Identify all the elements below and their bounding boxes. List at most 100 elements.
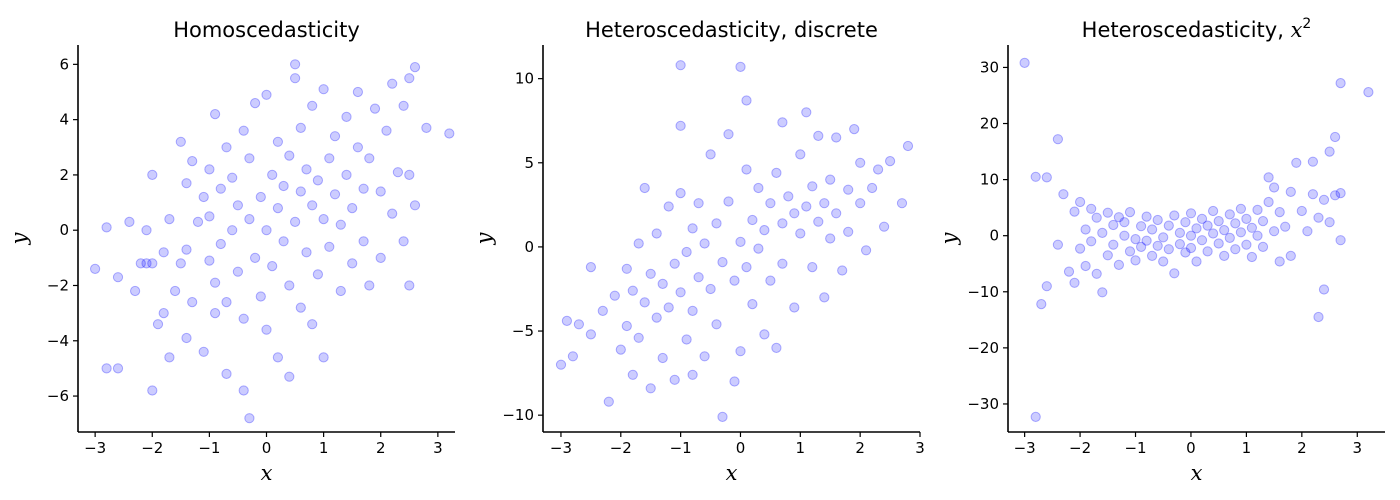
x-tick-label: −3	[550, 439, 572, 457]
chart-title: Homoscedasticity	[173, 18, 360, 42]
scatter-point	[1075, 196, 1086, 208]
scatter-point	[210, 109, 221, 120]
scatter-point	[723, 129, 734, 140]
scatter-point	[741, 95, 752, 106]
y-tick-label: −20	[967, 339, 999, 357]
scatter-point	[735, 61, 746, 73]
scatter-point	[1263, 172, 1274, 183]
scatter-point	[244, 214, 255, 225]
scatter-point	[221, 368, 232, 379]
scatter-point	[1307, 189, 1319, 200]
scatter-point	[267, 261, 278, 272]
scatter-point	[1130, 234, 1141, 245]
scatter-point	[1097, 227, 1108, 238]
x-tick-label: −2	[610, 439, 632, 457]
scatter-point	[1224, 232, 1235, 243]
scatter-point	[335, 219, 346, 230]
scatter-point	[1069, 206, 1080, 217]
scatter-point	[227, 172, 238, 183]
scatter-point	[627, 285, 638, 296]
scatter-point	[1163, 244, 1174, 255]
y-tick-label: 2	[59, 166, 69, 184]
scatter-point	[1063, 266, 1075, 277]
scatter-point	[352, 142, 363, 153]
scatter-point	[1241, 239, 1252, 250]
scatter-point	[705, 149, 716, 160]
scatter-point	[267, 169, 278, 180]
scatter-point	[364, 280, 375, 291]
scatter-point	[555, 359, 567, 370]
scatter-point	[147, 385, 158, 396]
scatter-point	[1069, 277, 1080, 288]
scatter-point	[573, 319, 585, 330]
scatter-point	[278, 180, 289, 192]
scatter-point	[301, 164, 312, 175]
scatter-point	[1119, 217, 1130, 228]
scatter-point	[1141, 235, 1152, 246]
scatter-point	[1119, 230, 1130, 241]
x-tick-label: 0	[262, 439, 272, 457]
y-axis-label: y	[937, 231, 961, 245]
scatter-point	[819, 198, 830, 209]
scatter-point	[795, 228, 806, 239]
scatter-point	[1108, 219, 1119, 231]
scatter-point	[621, 263, 632, 274]
scatter-point	[324, 153, 335, 164]
scatter-point	[364, 153, 375, 164]
scatter-point	[352, 86, 363, 98]
scatter-point	[198, 346, 209, 357]
scatter-point	[693, 198, 704, 209]
scatter-point	[250, 98, 261, 109]
scatter-point	[1075, 243, 1086, 254]
scatter-point	[204, 164, 215, 175]
scatter-point	[307, 100, 318, 111]
scatter-point	[711, 319, 722, 330]
scatter-point	[699, 351, 710, 362]
scatter-point	[855, 157, 866, 168]
scatter-point	[1086, 203, 1097, 214]
x-tick-label: 1	[319, 439, 329, 457]
x-tick-label: −2	[141, 439, 163, 457]
scatter-point	[1330, 131, 1341, 143]
scatter-point	[164, 352, 175, 363]
scatter-point	[651, 228, 662, 239]
panel-heteroscedasticity-x2: Heteroscedasticity, x2−3 −2 −1 0 1 2 3−30−20−1…	[937, 16, 1385, 485]
scatter-point	[272, 352, 283, 363]
scatter-point	[896, 198, 908, 209]
scatter-point	[1302, 226, 1313, 237]
scatter-point	[1052, 134, 1064, 145]
scatter-point	[312, 175, 323, 186]
scatter-point	[261, 225, 272, 236]
scatter-point	[284, 150, 295, 161]
scatter-point	[290, 73, 301, 84]
scatter-point	[1313, 311, 1324, 323]
scatter-point	[250, 252, 261, 263]
scatter-point	[295, 302, 306, 313]
scatter-point	[307, 319, 318, 330]
scatter-point	[1330, 190, 1341, 201]
scatter-point	[1169, 210, 1180, 221]
scatter-point	[735, 346, 746, 357]
scatter-point	[639, 297, 650, 308]
y-axis-label: y	[7, 231, 31, 245]
scatter-point	[1041, 172, 1052, 183]
scatter-point	[90, 263, 101, 274]
scatter-point	[771, 342, 782, 353]
scatter-point	[141, 225, 152, 236]
scatter-point	[1285, 250, 1296, 261]
scatter-point	[210, 277, 221, 288]
scatter-point	[1230, 218, 1241, 229]
scatter-point	[238, 385, 249, 396]
scatter-point	[1152, 214, 1163, 226]
scatter-point	[1335, 235, 1346, 246]
scatter-point	[204, 211, 215, 222]
scatter-point	[1313, 212, 1324, 223]
scatter-point	[1030, 411, 1041, 422]
y-tick-label: 0	[524, 238, 534, 256]
scatter-point	[789, 208, 800, 219]
scatter-point	[1285, 186, 1296, 197]
scatter-point	[1086, 236, 1097, 247]
scatter-point	[341, 111, 352, 123]
scatter-point	[1080, 260, 1091, 272]
scatter-point	[244, 153, 255, 164]
